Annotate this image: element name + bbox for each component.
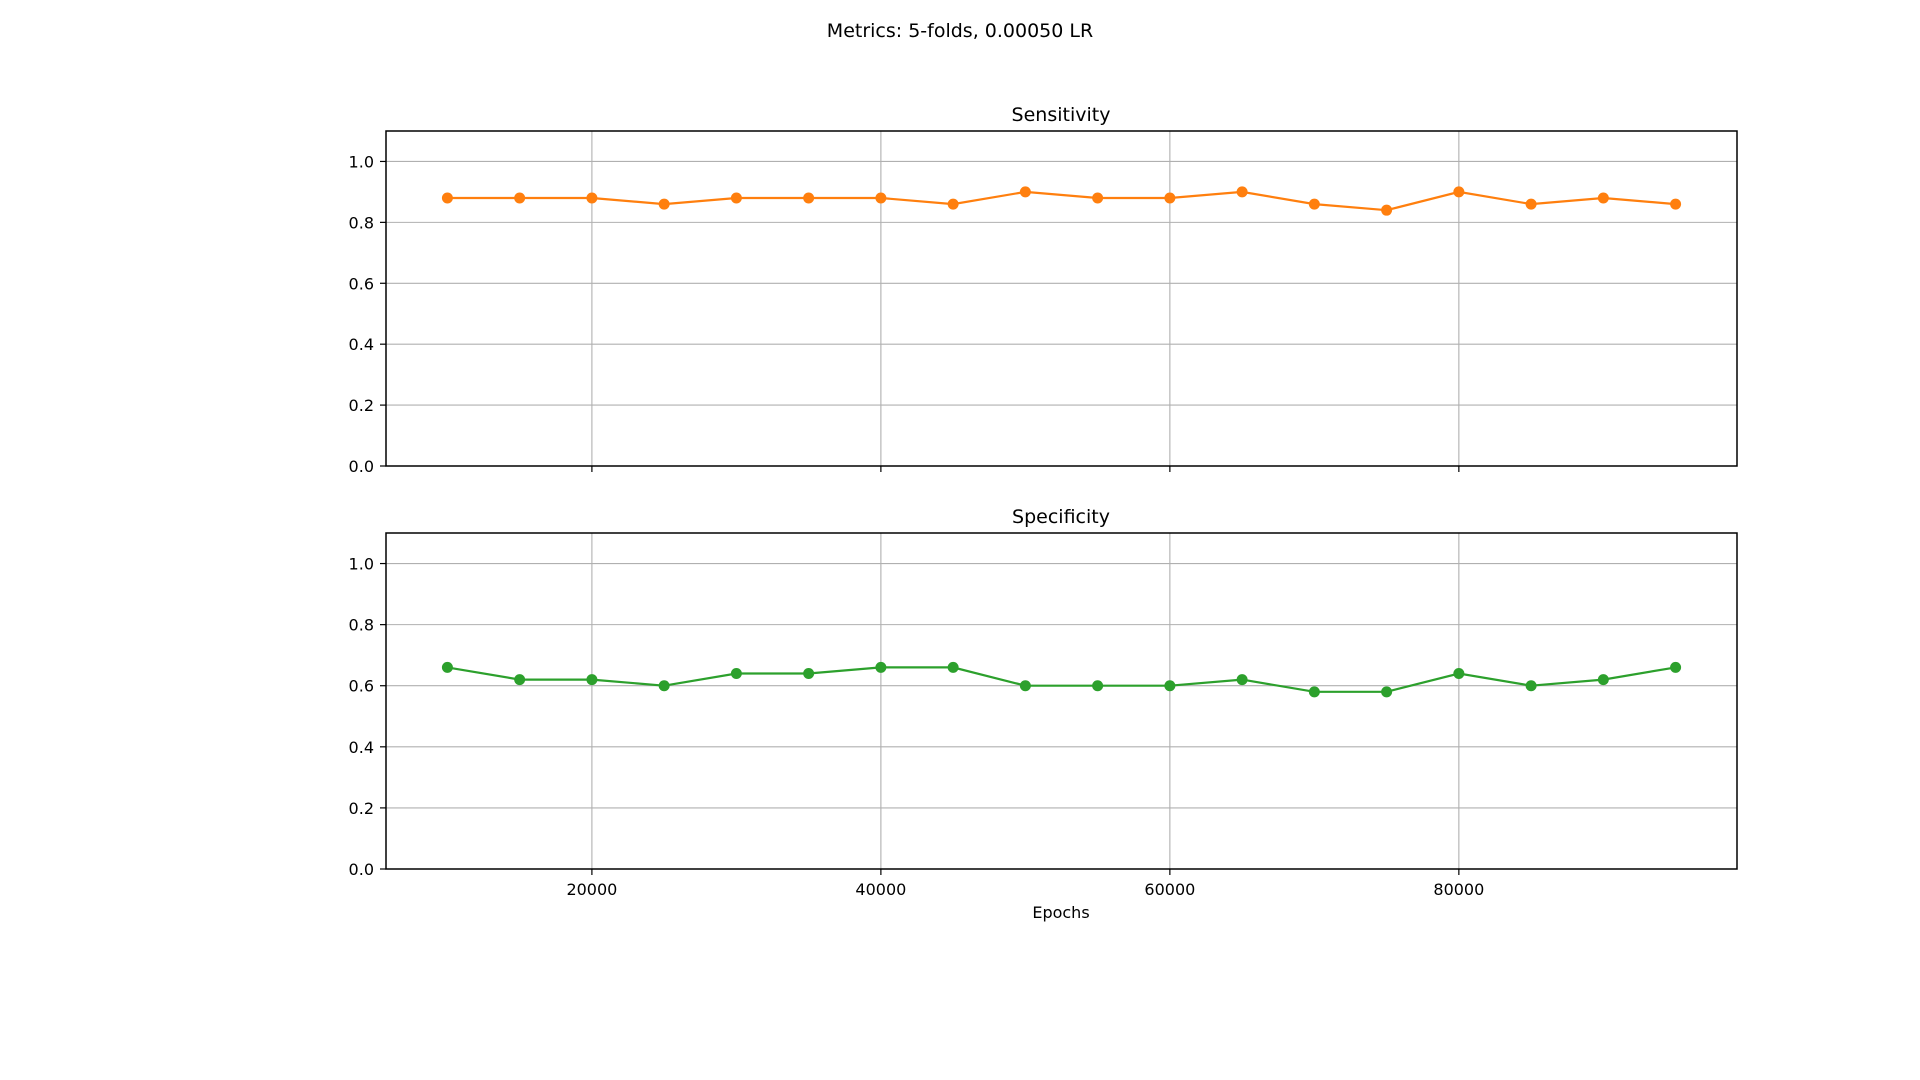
specificity-xtick-label: 60000: [1144, 880, 1195, 899]
specificity-data-point: [947, 661, 959, 673]
sensitivity-data-point: [1381, 204, 1393, 216]
specificity-xtick-label: 80000: [1433, 880, 1484, 899]
specificity-data-point: [730, 668, 742, 680]
specificity-data-point: [1092, 680, 1104, 692]
specificity-ticks: 0.0 0.2 0.4 0.6 0.8 1.0 20000 40000 60000 80000: [349, 555, 1485, 899]
specificity-xtick-label: 40000: [855, 880, 906, 899]
specificity-ytick-label: 0.8: [349, 616, 374, 635]
sensitivity-data-point: [875, 192, 887, 204]
specificity-data-point: [1236, 674, 1248, 686]
sensitivity-data-point: [730, 192, 742, 204]
sensitivity-data-point: [1670, 198, 1682, 210]
sensitivity-ytick-label: 0.8: [349, 213, 374, 232]
specificity-data-point: [1381, 686, 1393, 698]
sensitivity-axes-frame: [385, 130, 1738, 467]
specificity-series-line: [447, 666, 1676, 693]
sensitivity-data-point: [947, 198, 959, 210]
sensitivity-data-point: [1308, 198, 1320, 210]
sensitivity-data-point: [1019, 186, 1031, 198]
sensitivity-data-point: [1092, 192, 1104, 204]
specificity-axes-frame: [385, 532, 1738, 870]
specificity-data-point: [803, 668, 815, 680]
specificity-ytick-label: 1.0: [349, 555, 374, 574]
sensitivity-data-point: [658, 198, 670, 210]
specificity-data-point: [875, 661, 887, 673]
figure-suptitle: Metrics: 5-folds, 0.00050 LR: [827, 20, 1093, 42]
specificity-ytick-label: 0.6: [349, 677, 374, 696]
sensitivity-data-point: [1236, 186, 1248, 198]
sensitivity-data-point: [1164, 192, 1176, 204]
specificity-data-point: [658, 680, 670, 692]
specificity-title: Specificity: [1012, 506, 1110, 528]
specificity-data-point: [1308, 686, 1320, 698]
specificity-data-point: [1164, 680, 1176, 692]
sensitivity-series: [441, 186, 1682, 216]
sensitivity-data-point: [1597, 192, 1609, 204]
sensitivity-data-point: [514, 192, 526, 204]
sensitivity-data-point: [441, 192, 453, 204]
sensitivity-data-point: [586, 192, 598, 204]
specificity-ytick-label: 0.0: [349, 860, 374, 879]
sensitivity-series-line: [447, 190, 1676, 212]
specificity-data-point: [1453, 668, 1465, 680]
specificity-xlabel: Epochs: [1032, 903, 1089, 922]
sensitivity-grid: [386, 131, 1737, 467]
specificity-data-point: [586, 674, 598, 686]
specificity-series: [441, 661, 1682, 698]
specificity-ytick-label: 0.4: [349, 738, 374, 757]
specificity-subplot: Specificity 0.0 0.2 0.4 0.6 0.8 1.0 20000 40000…: [349, 506, 1738, 922]
sensitivity-ytick-label: 0.6: [349, 274, 374, 293]
sensitivity-ytick-label: 0.0: [349, 457, 374, 476]
sensitivity-ytick-label: 0.4: [349, 335, 374, 354]
sensitivity-data-point: [1525, 198, 1537, 210]
specificity-data-point: [514, 674, 526, 686]
specificity-ytick-label: 0.2: [349, 799, 374, 818]
specificity-data-point: [1597, 674, 1609, 686]
sensitivity-data-point: [1453, 186, 1465, 198]
specificity-grid: [386, 533, 1737, 870]
sensitivity-data-point: [803, 192, 815, 204]
sensitivity-subplot: Sensitivity 0.0 0.2 0.4 0.6 0.8 1.0: [349, 104, 1738, 476]
specificity-data-point: [1670, 661, 1682, 673]
specificity-data-point: [441, 661, 453, 673]
specificity-xtick-label: 20000: [566, 880, 617, 899]
sensitivity-ytick-label: 1.0: [349, 152, 374, 171]
sensitivity-ticks: 0.0 0.2 0.4 0.6 0.8 1.0: [349, 152, 1460, 476]
specificity-data-point: [1019, 680, 1031, 692]
specificity-data-point: [1525, 680, 1537, 692]
sensitivity-title: Sensitivity: [1012, 104, 1111, 126]
sensitivity-ytick-label: 0.2: [349, 396, 374, 415]
